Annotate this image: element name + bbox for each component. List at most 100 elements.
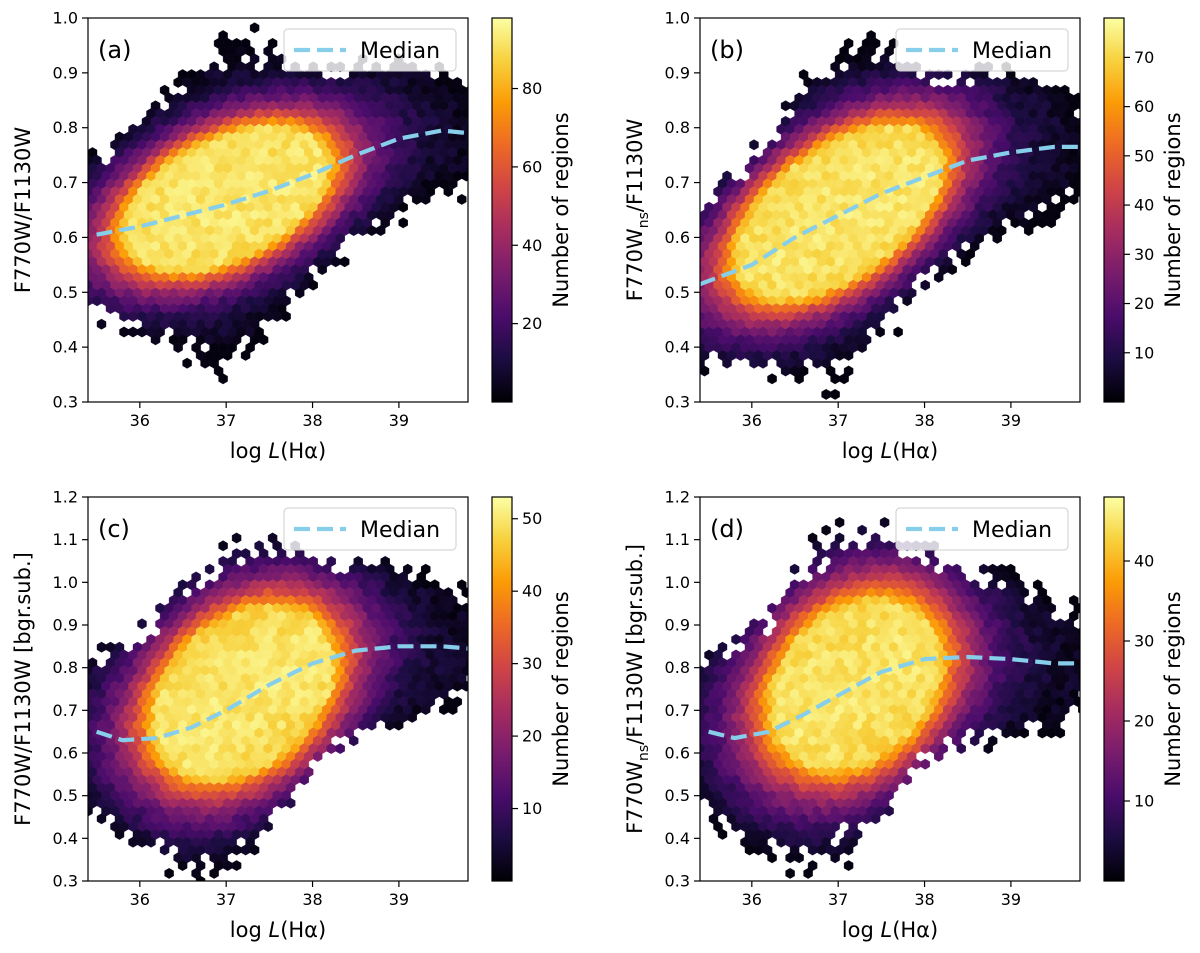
x-tick-label: 36 <box>130 411 150 430</box>
hexbin-cell <box>249 844 260 856</box>
y-tick-label: 0.9 <box>53 63 78 82</box>
hexbin-cell <box>119 326 129 338</box>
hexbin-cell <box>96 813 107 825</box>
legend-box <box>895 28 1069 72</box>
y-tick-label: 0.7 <box>665 701 690 720</box>
hexbin-cell <box>443 186 453 198</box>
x-tick-label: 38 <box>914 890 934 909</box>
hexbin-cell <box>461 680 468 692</box>
hexbin-cell <box>457 193 467 205</box>
hexbin-cell <box>857 342 867 354</box>
legend-median-label: Median <box>972 39 1052 64</box>
hexbin-cell <box>96 318 107 330</box>
hexbin-cell <box>349 735 359 747</box>
hexbin-cell <box>789 563 800 575</box>
hexbin-cell <box>96 641 107 653</box>
hexbin-cell <box>956 743 966 755</box>
hexbin-cell <box>970 735 980 747</box>
hexbin-cell <box>398 217 408 229</box>
colorbar-tick-label: 30 <box>1134 245 1154 264</box>
colorbar-label: Number of regions <box>1161 112 1185 307</box>
hexbin-cell <box>137 618 147 630</box>
colorbar-tick-label: 20 <box>1134 712 1154 731</box>
y-tick-label: 0.6 <box>665 228 690 247</box>
colorbar-tick-label: 50 <box>1134 146 1154 165</box>
hexbin-cell <box>717 828 728 840</box>
x-tick-label: 37 <box>216 890 236 909</box>
hexbin-cell <box>367 719 377 731</box>
hexbin-cell <box>114 828 125 840</box>
colorbar-tick-label: 40 <box>1134 196 1154 215</box>
hexbin-cell <box>700 365 710 377</box>
y-tick-label: 0.7 <box>665 173 690 192</box>
panel-label: (a) <box>98 36 131 64</box>
hexbin-cell <box>218 540 228 552</box>
x-tick-label: 39 <box>1001 411 1021 430</box>
legend: Median <box>895 28 1069 72</box>
x-tick-label: 36 <box>742 890 762 909</box>
hexbin-cell <box>821 388 831 400</box>
y-tick-label: 0.3 <box>53 393 78 412</box>
x-axis-label: log L(Hα) <box>230 918 326 942</box>
y-tick-label: 1.2 <box>53 488 78 507</box>
y-tick-label: 0.4 <box>665 829 690 848</box>
axes-frame <box>699 496 1081 882</box>
hexbin-cell <box>407 711 417 723</box>
y-tick-label: 1.0 <box>665 9 690 28</box>
colorbar-tick-label: 50 <box>522 509 542 528</box>
y-tick-label: 0.4 <box>665 338 690 357</box>
hexbin-cell <box>164 867 174 879</box>
x-tick-label: 37 <box>216 411 236 430</box>
hexbin-cell <box>785 867 795 879</box>
colorbar-tick-label: 80 <box>522 79 542 98</box>
hexbin-cell <box>177 860 188 872</box>
y-tick-label: 0.7 <box>53 701 78 720</box>
colorbar-tick-label: 70 <box>1134 48 1154 67</box>
hexbin-cell <box>884 805 894 817</box>
hexbin-cell <box>448 704 458 716</box>
x-tick-label: 37 <box>828 890 848 909</box>
y-tick-label: 0.9 <box>665 63 690 82</box>
hexbin-cell <box>879 516 890 528</box>
y-tick-label: 1.1 <box>665 530 690 549</box>
hexbin-cell <box>983 743 993 755</box>
hexbin-cell <box>1023 225 1034 237</box>
hexbin-cell <box>857 524 867 536</box>
y-tick-label: 0.4 <box>53 338 78 357</box>
hexbin-cell <box>461 587 468 599</box>
hexbin-cell <box>979 563 989 575</box>
hexbin-cell <box>128 326 138 338</box>
x-tick-label: 37 <box>828 411 848 430</box>
colorbar-tick-label: 40 <box>522 582 542 601</box>
y-tick-label: 0.3 <box>665 393 690 412</box>
legend-box <box>895 507 1069 551</box>
y-axis-label: F770W/F1130W <box>11 127 35 294</box>
legend-box <box>283 507 457 551</box>
hexbin-cloud <box>700 30 1080 400</box>
median-line <box>95 644 468 743</box>
hexbin-cell <box>159 844 170 856</box>
hexbin-cell <box>947 264 957 276</box>
panel-label: (c) <box>98 515 130 543</box>
colorbar-gradient <box>1103 496 1125 882</box>
hexbin-cell <box>299 774 309 786</box>
y-tick-label: 0.8 <box>665 118 690 137</box>
axes-frame <box>699 17 1081 403</box>
colorbar-tick-label: 60 <box>1134 97 1154 116</box>
panel-d: 36 37 38 390.30.40.50.60.70.80.91.01.11.2lo… <box>623 488 1185 943</box>
y-tick-label: 0.5 <box>53 786 78 805</box>
x-axis-label: log L(Hα) <box>842 439 938 463</box>
y-tick-label: 0.6 <box>53 228 78 247</box>
legend: Median <box>895 507 1069 551</box>
hexbin-cell <box>313 750 323 762</box>
hexbin-cell <box>920 758 930 770</box>
hexbin-cell <box>173 342 183 354</box>
legend-median-label: Median <box>360 518 440 543</box>
hexbin-cloud <box>700 516 1080 879</box>
hexbin-cell <box>317 264 327 276</box>
hexbin-cloud <box>88 532 468 881</box>
hexbin-cell <box>308 279 318 291</box>
y-tick-label: 1.0 <box>53 9 78 28</box>
